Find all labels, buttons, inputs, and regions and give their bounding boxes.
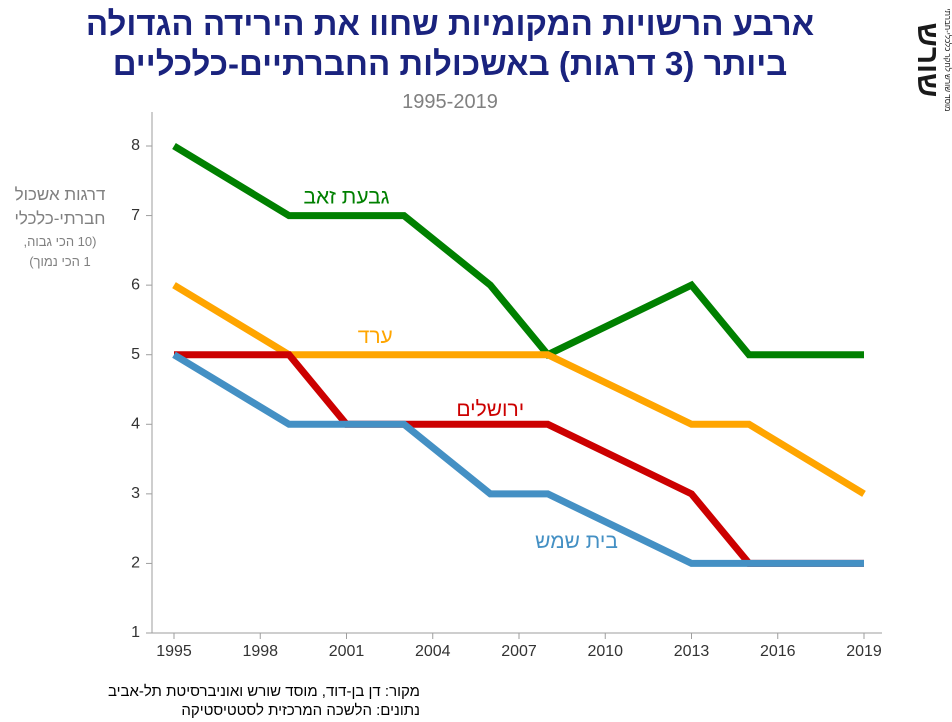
x-tick-label: 2007 bbox=[501, 643, 537, 660]
footer: מקור: דן בן-דוד, מוסד שורש ואוניברסיטת ת… bbox=[0, 682, 420, 720]
series-label-arad: ערד bbox=[358, 325, 393, 348]
shoresh-logo: שורש מוסד שורש לחקר כלכלי-חברתי bbox=[911, 8, 952, 111]
y-tick-label: 4 bbox=[131, 416, 140, 433]
y-tick-label: 2 bbox=[131, 555, 140, 572]
data-credit-text: נתונים: הלשכה המרכזית לסטטיסטיקה bbox=[181, 702, 420, 719]
x-tick-label: 1998 bbox=[242, 643, 278, 660]
y-tick-label: 6 bbox=[131, 276, 140, 293]
y-tick-label: 7 bbox=[131, 207, 140, 224]
y-axis-note-line-1: (10 הכי גבוה, bbox=[23, 234, 97, 249]
x-tick-label: 2016 bbox=[760, 643, 796, 660]
title-line-2: ביותר (3 דרגות) באשכולות החברתיים-כלכליי… bbox=[112, 45, 788, 82]
logo-tagline: מוסד שורש לחקר כלכלי-חברתי bbox=[943, 8, 952, 111]
y-tick-label: 5 bbox=[131, 346, 140, 363]
source-text: מקור: דן בן-דוד, מוסד שורש ואוניברסיטת ת… bbox=[107, 683, 420, 700]
series-line-givat_zeev bbox=[172, 143, 864, 360]
chart-subtitle: 1995-2019 bbox=[402, 91, 498, 113]
axes: 1 2 3 4 5 6 7 8 1995 1998 2001 2004 2007 2010 2013 2016… bbox=[131, 112, 882, 660]
x-tick-label: 2010 bbox=[587, 643, 623, 660]
y-tick-label: 8 bbox=[131, 137, 140, 154]
line-chart: 1 2 3 4 5 6 7 8 1995 1998 2001 2004 2007 2010 2013 2016… bbox=[131, 112, 882, 660]
title-line-1: ארבע הרשויות המקומיות שחוו את הירידה הגד… bbox=[85, 5, 815, 42]
series-lines bbox=[172, 143, 866, 567]
y-tick-label: 3 bbox=[131, 485, 140, 502]
chart-title: ארבע הרשויות המקומיות שחוו את הירידה הגד… bbox=[0, 4, 900, 84]
x-tick-label: 2001 bbox=[329, 643, 365, 660]
x-tick-label: 1995 bbox=[156, 643, 192, 660]
y-axis-note-line-2: 1 הכי נמוך) bbox=[29, 254, 91, 269]
y-axis-label-line-1: דרגות אשכול bbox=[14, 185, 106, 204]
y-tick-label: 1 bbox=[131, 624, 140, 641]
y-axis-label-line-2: חברתי-כלכלי bbox=[14, 209, 106, 228]
series-line-arad bbox=[172, 282, 866, 497]
series-label-jerusalem: ירושלים bbox=[456, 398, 524, 421]
x-tick-label: 2013 bbox=[674, 643, 710, 660]
x-tick-label: 2019 bbox=[846, 643, 882, 660]
logo-wordmark: שורש bbox=[911, 23, 944, 98]
series-label-beit_shemesh: בית שמש bbox=[535, 530, 618, 553]
series-line-jerusalem bbox=[174, 351, 864, 567]
y-axis-label: דרגות אשכול חברתי-כלכלי (10 הכי גבוה, 1 … bbox=[0, 183, 120, 271]
series-line-beit_shemesh bbox=[172, 351, 864, 567]
series-labels: גבעת זאב ערד ירושלים בית שמש bbox=[303, 186, 617, 553]
x-tick-label: 2004 bbox=[415, 643, 451, 660]
series-label-givat_zeev: גבעת זאב bbox=[303, 186, 389, 209]
